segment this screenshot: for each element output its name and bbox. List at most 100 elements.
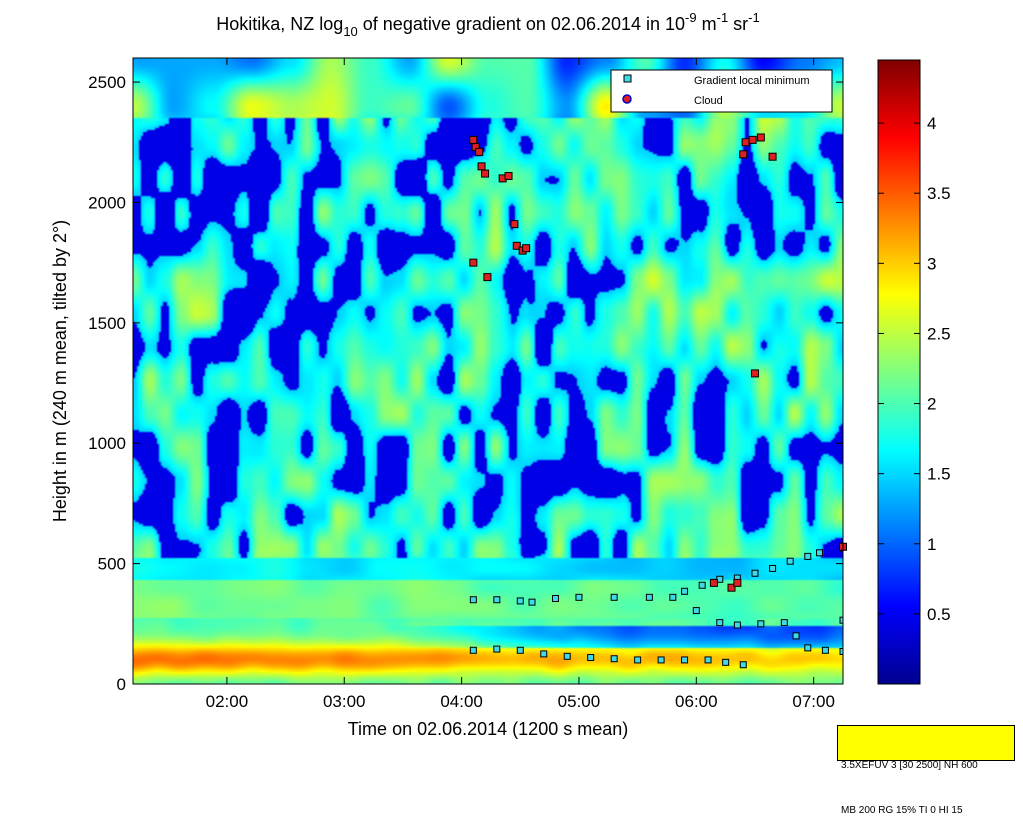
gradient-minimum-point (780, 619, 788, 627)
legend: Gradient local minimum Cloud (610, 69, 833, 113)
colorbar-tick-label: 0.5 (927, 605, 951, 624)
colorbar-ticks: 0.5 1 1.5 2 2.5 3 3.5 4 (878, 114, 951, 624)
gradient-minimum-point (739, 661, 747, 669)
cloud-point (748, 135, 757, 144)
gradient-minimum-point (698, 581, 706, 589)
legend-marker-gradient-minimum (623, 74, 632, 83)
colorbar-tick-label: 1.5 (927, 465, 951, 484)
gradient-minimum-point (516, 597, 524, 605)
gradient-minimum-point (645, 593, 653, 601)
cloud-point (741, 138, 750, 147)
gradient-minimum-point (493, 596, 501, 604)
gradient-minimum-point (786, 557, 794, 565)
cloud-point (756, 133, 765, 142)
x-axis: 02:00 03:00 04:00 05:00 06:00 07:00 (206, 58, 835, 711)
gradient-minimum-point (704, 656, 712, 664)
x-tick-label: 03:00 (323, 692, 366, 711)
x-tick-label: 02:00 (206, 692, 249, 711)
gradient-minimum-point (804, 552, 812, 560)
legend-label-cloud: Cloud (694, 95, 723, 107)
colorbar-tick-label: 3 (927, 254, 936, 273)
x-tick-label: 06:00 (675, 692, 718, 711)
heatmap-image (133, 58, 843, 684)
chart-title: Hokitika, NZ log10 of negative gradient … (216, 10, 759, 39)
gradient-minimum-point (610, 593, 618, 601)
y-tick-label: 500 (98, 555, 126, 574)
cloud-point (504, 171, 513, 180)
colorbar-tick-label: 1 (927, 535, 936, 554)
y-tick-label: 2000 (88, 193, 126, 212)
cloud-point (522, 244, 531, 253)
gradient-minimum-point (816, 549, 824, 557)
cloud-point (469, 258, 478, 267)
x-tick-label: 05:00 (558, 692, 601, 711)
plot-frame (132, 57, 844, 685)
gradient-minimum-point (681, 656, 689, 664)
cloud-point (510, 220, 519, 229)
heatmap (133, 58, 843, 684)
cloud-point (727, 583, 736, 592)
gradient-minimum-point (469, 596, 477, 604)
settings-line-2: MB 200 RG 15% TI 0 HI 15 (841, 805, 963, 816)
gradient-minimum-point (469, 646, 477, 654)
gradient-minimum-point (610, 655, 618, 663)
gradient-minimum-point (516, 646, 524, 654)
settings-info-box: 3.5XEFUV 3 [30 2500] NH 600 MB 200 RG 15… (837, 725, 1015, 816)
colorbar-tick-label: 4 (927, 114, 936, 133)
cloud-point (739, 150, 748, 159)
colorbar (877, 59, 921, 685)
cloud-markers (469, 133, 847, 592)
gradient-minimum-point (722, 658, 730, 666)
gradient-minimum-point (792, 632, 800, 640)
x-tick-label: 04:00 (440, 692, 483, 711)
gradient-minimum-point (540, 650, 548, 658)
cloud-point (475, 147, 484, 156)
y-tick-label: 1500 (88, 314, 126, 333)
x-axis-label: Time on 02.06.2014 (1200 s mean) (348, 719, 629, 739)
gradient-minimum-point (821, 646, 829, 654)
colorbar-tick-label: 2 (927, 395, 936, 414)
gradient-minimum-point (493, 645, 501, 653)
gradient-minimum-point (757, 620, 765, 628)
settings-line-1: 3.5XEFUV 3 [30 2500] NH 600 (841, 760, 978, 771)
cloud-point (469, 135, 478, 144)
y-tick-label: 1000 (88, 434, 126, 453)
cloud-point (512, 241, 521, 250)
y-tick-label: 0 (117, 675, 126, 694)
cloud-point (483, 273, 492, 282)
gradient-minimum-point (634, 656, 642, 664)
gradient-minimum-point (575, 593, 583, 601)
cloud-point (481, 169, 490, 178)
gradient-minimum-point (657, 656, 665, 664)
gradient-minimum-point (839, 647, 843, 655)
chart: Hokitika, NZ log10 of negative gradient … (50, 10, 951, 739)
x-tick-label: 07:00 (792, 692, 835, 711)
gradient-minimum-point (692, 607, 700, 615)
gradient-minimum-point (681, 587, 689, 595)
gradient-minimum-point (804, 644, 812, 652)
cloud-point (768, 152, 777, 161)
gradient-minimum-point (563, 652, 571, 660)
gradient-minimum-point (669, 593, 677, 601)
gradient-minimum-point (769, 564, 777, 572)
gradient-minimum-point (839, 616, 843, 624)
cloud-point (733, 578, 742, 587)
gradient-minimum-point (716, 619, 724, 627)
colorbar-tick-label: 2.5 (927, 324, 951, 343)
cloud-point (477, 162, 486, 171)
gradient-minimum-point (751, 569, 759, 577)
y-axis: 0 500 1000 1500 2000 2500 (88, 73, 843, 694)
legend-label-gradient-minimum: Gradient local minimum (694, 75, 810, 87)
cloud-point (750, 369, 759, 378)
legend-box (610, 69, 833, 113)
gradient-minimum-point (587, 654, 595, 662)
gradient-minimum-point (528, 598, 536, 606)
legend-marker-cloud (622, 94, 632, 104)
gradient-minimum-point (733, 621, 741, 629)
gradient-minimum-point (551, 595, 559, 603)
gradient-minimum-markers (469, 544, 843, 669)
colorbar-tick-label: 3.5 (927, 184, 951, 203)
cloud-point (709, 578, 718, 587)
y-tick-label: 2500 (88, 73, 126, 92)
y-axis-label: Height in m (240 m mean, tilted by 2°) (50, 220, 70, 522)
